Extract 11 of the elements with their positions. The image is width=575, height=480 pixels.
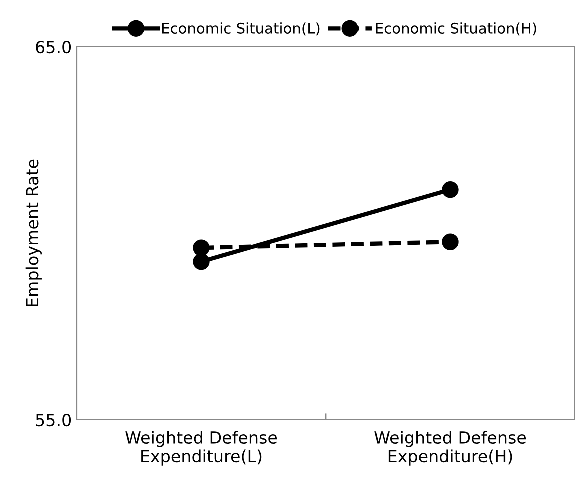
legend-label: Economic Situation(L) (162, 22, 320, 36)
y-tick-label: 55.0 (36, 414, 72, 427)
point (442, 182, 459, 198)
legend-label: Economic Situation(H) (376, 22, 536, 36)
point (442, 234, 459, 250)
x-tick-label: Weighted Defense Expenditure(H) (374, 431, 526, 466)
x-tick-label: Weighted Defense Expenditure(L) (126, 431, 278, 466)
point (193, 254, 210, 270)
point (193, 240, 210, 256)
y-axis-title: Employment Rate (26, 160, 42, 306)
y-tick-label: 65.0 (36, 40, 72, 54)
